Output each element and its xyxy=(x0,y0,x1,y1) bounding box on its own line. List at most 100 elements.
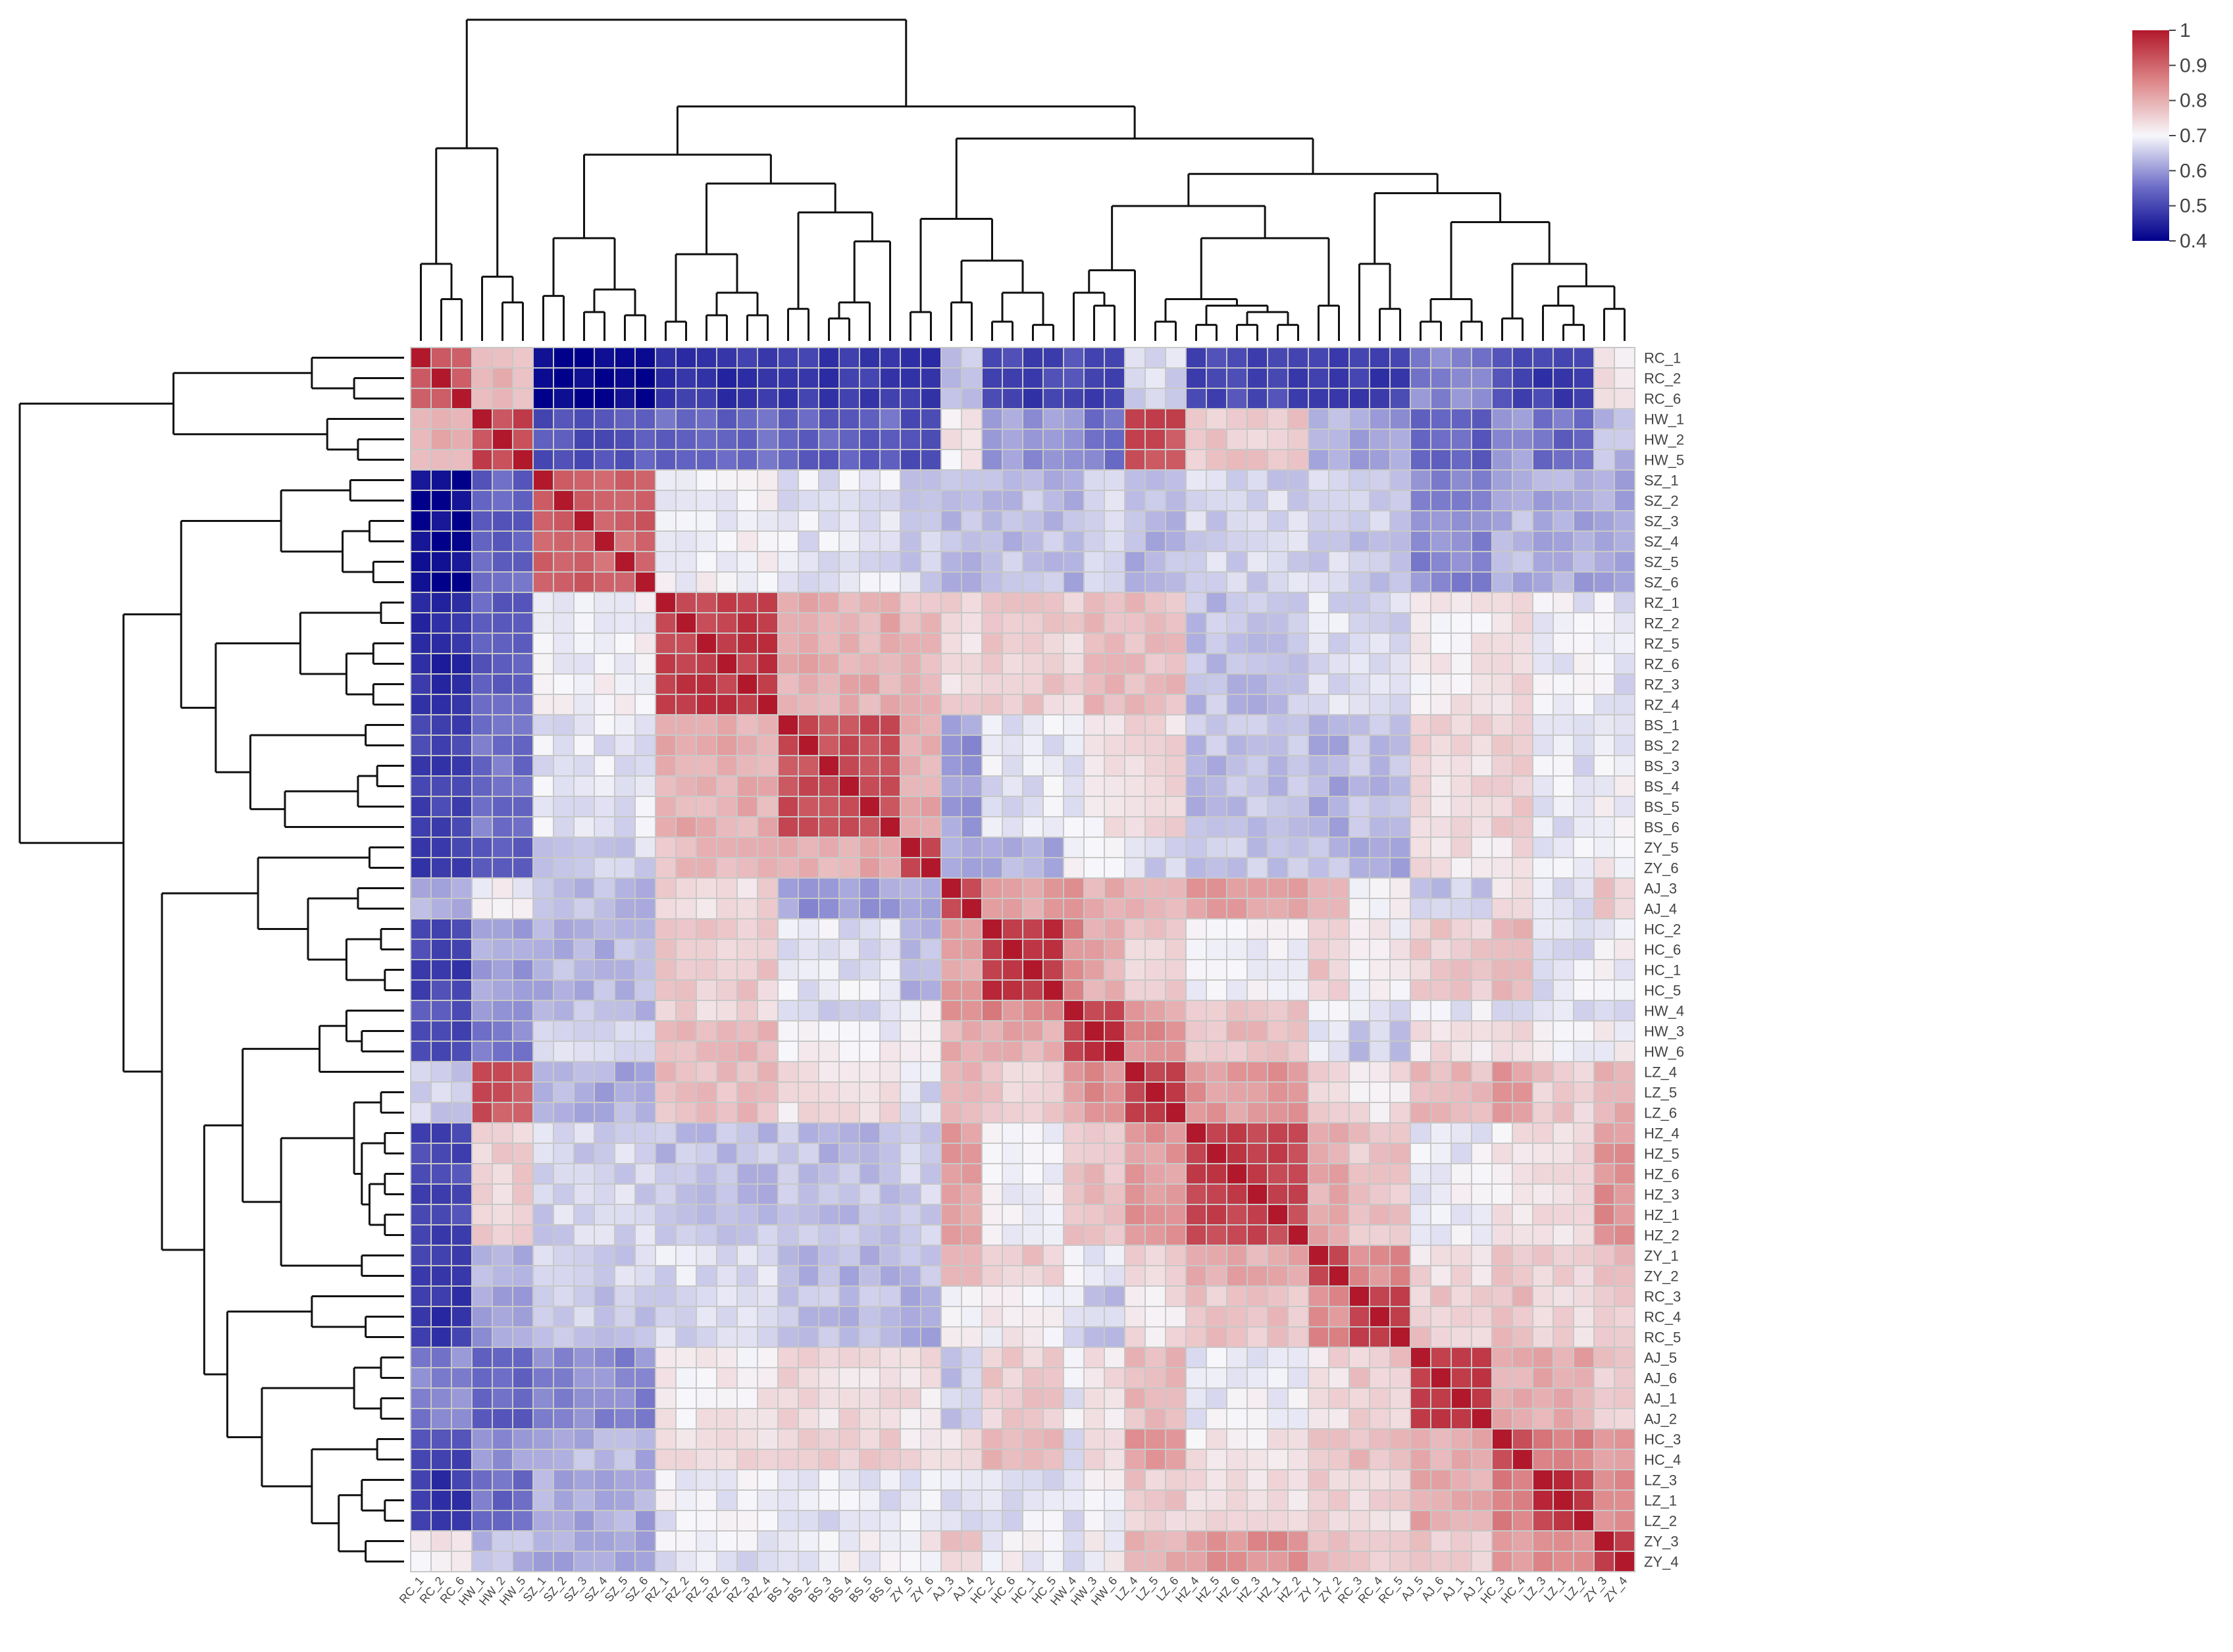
heatmap-cell xyxy=(532,510,554,532)
heatmap-cell xyxy=(532,1081,554,1103)
heatmap-cell xyxy=(512,592,534,613)
heatmap-cell xyxy=(1124,388,1146,409)
heatmap-cell xyxy=(859,551,881,573)
heatmap-cell xyxy=(1614,857,1635,879)
heatmap-cell xyxy=(573,714,595,736)
heatmap-cell xyxy=(1471,612,1493,634)
heatmap-cell xyxy=(1430,1081,1452,1103)
heatmap-cell xyxy=(614,857,636,879)
heatmap-cell xyxy=(492,388,513,409)
heatmap-cell xyxy=(1144,979,1166,1001)
heatmap-cell xyxy=(594,1224,615,1246)
heatmap-cell xyxy=(757,775,779,797)
heatmap-cell xyxy=(879,632,901,654)
heatmap-cell xyxy=(1083,1245,1105,1266)
heatmap-cell xyxy=(1369,632,1391,654)
heatmap-cell xyxy=(553,939,575,960)
heatmap-cell xyxy=(1369,1510,1391,1532)
heatmap-cell xyxy=(594,367,615,389)
heatmap-cell xyxy=(1369,1449,1391,1470)
heatmap-cell xyxy=(1593,449,1615,471)
heatmap-cell xyxy=(553,673,575,695)
heatmap-cell xyxy=(1165,1469,1187,1491)
heatmap-cell xyxy=(430,367,452,389)
heatmap-cell xyxy=(818,1530,840,1552)
row-label: HW_1 xyxy=(1644,411,1684,428)
row-label: AJ_4 xyxy=(1644,901,1677,917)
heatmap-cell xyxy=(1165,1122,1187,1144)
heatmap-cell xyxy=(1165,918,1187,940)
heatmap-cell xyxy=(1104,1387,1125,1409)
heatmap-cell xyxy=(757,469,779,491)
heatmap-cell xyxy=(838,1081,860,1103)
heatmap-cell xyxy=(1410,428,1431,450)
heatmap-cell xyxy=(1287,1041,1309,1062)
heatmap-cell xyxy=(1410,898,1431,919)
heatmap-cell xyxy=(1063,428,1085,450)
heatmap-cell xyxy=(634,1265,656,1287)
heatmap-cell xyxy=(900,918,921,940)
heatmap-cell xyxy=(1165,1245,1187,1266)
heatmap-cell xyxy=(1532,1469,1554,1491)
heatmap-cell xyxy=(981,796,1003,817)
heatmap-cell xyxy=(736,1000,758,1021)
heatmap-cell xyxy=(614,632,636,654)
heatmap-cell xyxy=(1614,469,1635,491)
heatmap-cell xyxy=(981,490,1003,511)
heatmap-cell xyxy=(1369,551,1391,573)
heatmap-cell xyxy=(1226,837,1248,858)
heatmap-cell xyxy=(1042,1102,1064,1123)
heatmap-cell xyxy=(1512,1020,1533,1042)
heatmap-cell xyxy=(1206,1245,1227,1266)
heatmap-cell xyxy=(1206,1306,1227,1328)
heatmap-cell xyxy=(757,939,779,960)
heatmap-cell xyxy=(1512,775,1533,797)
heatmap-cell xyxy=(1614,632,1635,654)
heatmap-cell xyxy=(1491,1530,1513,1552)
heatmap-cell xyxy=(1512,408,1533,430)
heatmap-cell xyxy=(736,714,758,736)
heatmap-cell xyxy=(410,1408,432,1430)
heatmap-cell xyxy=(838,939,860,960)
heatmap-cell xyxy=(430,1000,452,1021)
heatmap-cell xyxy=(1104,530,1125,552)
heatmap-cell xyxy=(757,1367,779,1389)
heatmap-cell xyxy=(1450,408,1472,430)
heatmap-cell xyxy=(1226,918,1248,940)
heatmap-cell xyxy=(614,1326,636,1348)
heatmap-cell xyxy=(1042,1551,1064,1572)
heatmap-cell xyxy=(410,653,432,675)
heatmap-cell xyxy=(451,632,473,654)
heatmap-cell xyxy=(798,1102,819,1123)
heatmap-cell xyxy=(940,388,962,409)
heatmap-cell xyxy=(1022,551,1044,573)
heatmap-cell xyxy=(1308,939,1329,960)
heatmap-cell xyxy=(981,1102,1003,1123)
heatmap-cell xyxy=(1226,510,1248,532)
heatmap-cell xyxy=(1185,367,1207,389)
heatmap-cell xyxy=(777,1510,799,1532)
heatmap-cell xyxy=(1226,1408,1248,1430)
heatmap-cell xyxy=(1022,1387,1044,1409)
heatmap-cell xyxy=(675,530,697,552)
heatmap-cell xyxy=(1328,571,1350,593)
heatmap-cell xyxy=(879,1469,901,1491)
heatmap-cell xyxy=(1369,571,1391,593)
heatmap-cell xyxy=(1369,775,1391,797)
heatmap-cell xyxy=(451,449,473,471)
heatmap-cell xyxy=(757,1510,779,1532)
heatmap-cell xyxy=(1226,592,1248,613)
heatmap-cell xyxy=(1124,1367,1146,1389)
heatmap-cell xyxy=(1144,898,1166,919)
heatmap-cell xyxy=(981,1163,1003,1185)
row-label: BS_3 xyxy=(1644,758,1680,775)
heatmap-cell xyxy=(920,1347,942,1368)
heatmap-cell xyxy=(573,775,595,797)
heatmap-cell xyxy=(451,1204,473,1226)
heatmap-cell xyxy=(1246,877,1268,899)
heatmap-cell xyxy=(798,714,819,736)
heatmap-cell xyxy=(451,551,473,573)
heatmap-cell xyxy=(879,1245,901,1266)
heatmap-cell xyxy=(471,1183,493,1205)
heatmap-cell xyxy=(838,816,860,838)
